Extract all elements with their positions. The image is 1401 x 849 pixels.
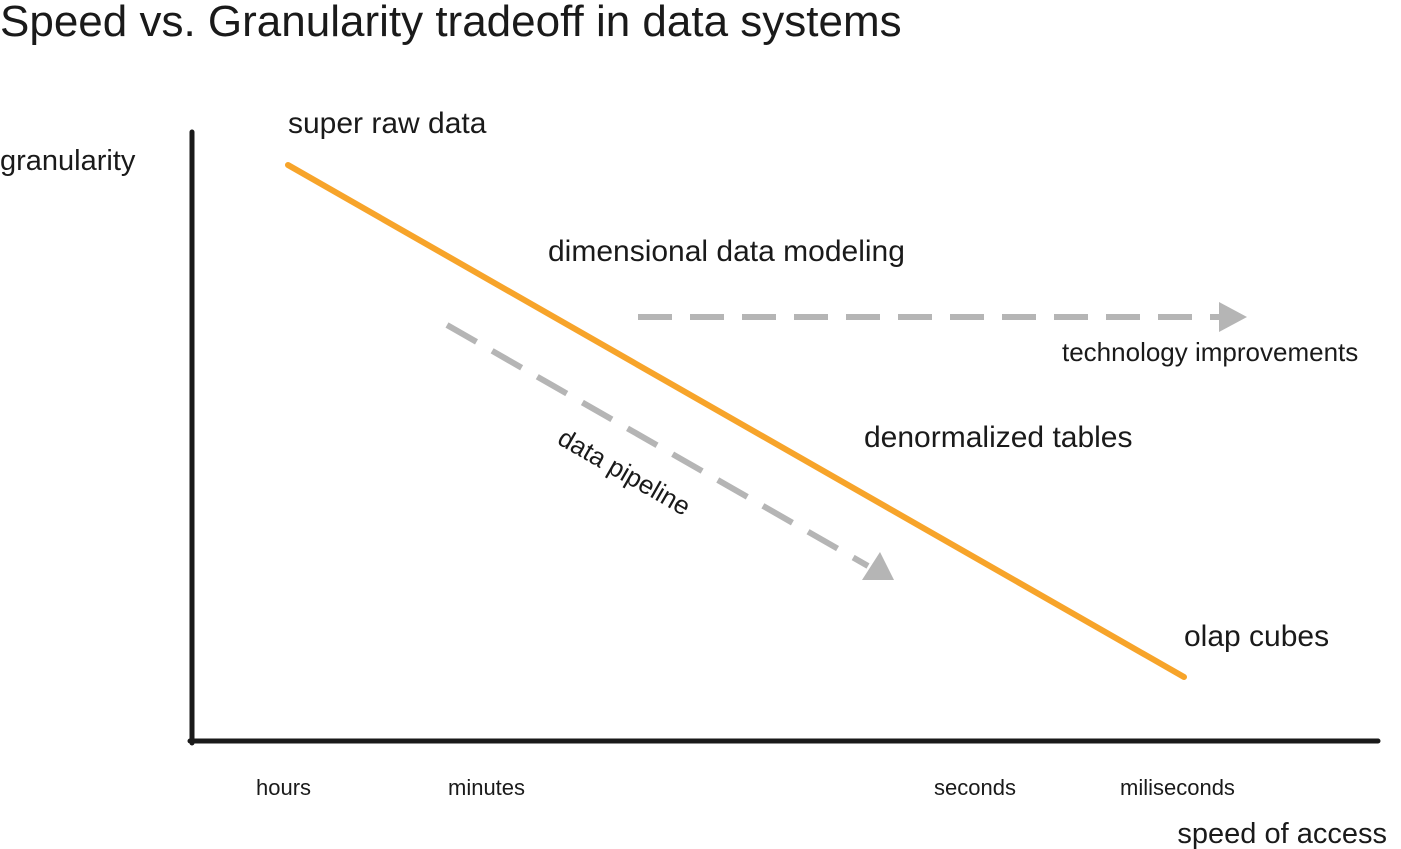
data-pipeline-arrowhead [862, 552, 894, 580]
technology-improvements-arrowhead [1219, 302, 1247, 332]
x-tick-hours: hours [256, 775, 311, 800]
y-axis-label: granularity [0, 145, 136, 177]
technology-improvements-label: technology improvements [1062, 337, 1358, 367]
tradeoff-line [285, 162, 1187, 680]
diagram-title: Speed vs. Granularity tradeoff in data s… [0, 0, 902, 46]
data-pipeline-arrow-shaft [445, 322, 870, 569]
label-olap-cubes: olap cubes [1184, 620, 1329, 653]
x-axis-label: speed of access [1177, 818, 1387, 849]
x-tick-miliseconds: miliseconds [1120, 775, 1235, 800]
label-super-raw-data: super raw data [288, 107, 487, 140]
label-denormalized-tables: denormalized tables [864, 421, 1133, 454]
label-dimensional-data-modeling: dimensional data modeling [548, 235, 905, 268]
x-tick-seconds: seconds [934, 775, 1016, 800]
x-tick-minutes: minutes [448, 775, 525, 800]
data-pipeline-label: data pipeline [553, 422, 696, 521]
